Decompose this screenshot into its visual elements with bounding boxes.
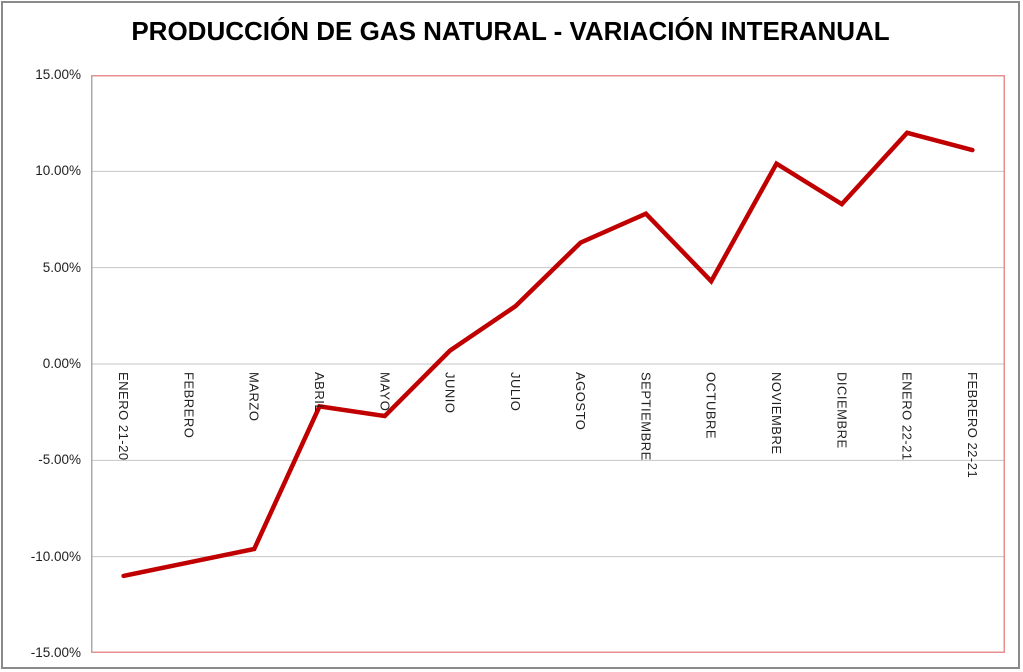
data-series-line [121, 130, 975, 579]
x-axis-category-label: JUNIO [442, 372, 458, 414]
x-axis-category-label: DICIEMBRE [834, 372, 850, 449]
y-axis-tick-label: -5.00% [38, 452, 81, 468]
y-axis-tick-label: 10.00% [35, 163, 81, 179]
x-axis-category-label: AGOSTO [573, 372, 589, 431]
x-axis-category-label: ENERO 21-20 [116, 372, 132, 461]
plot-border [91, 75, 1005, 653]
y-axis-tick-label: -10.00% [30, 548, 81, 564]
x-axis-category-label: ABRIL [312, 372, 327, 413]
line-chart-svg [91, 75, 1005, 653]
x-axis-category-label: ENERO 22-21 [899, 372, 915, 461]
x-axis-category-label: NOVIEMBRE [769, 372, 784, 455]
y-axis-tick-label: 0.00% [42, 356, 81, 371]
y-axis-tick-label: 15.00% [35, 67, 81, 82]
y-axis-tick-label: 5.00% [42, 259, 81, 275]
y-axis-tick-label: -15.00% [30, 645, 81, 660]
x-axis-category-label: JULIO [507, 372, 523, 412]
chart-title: PRODUCCIÓN DE GAS NATURAL - VARIACIÓN IN… [131, 16, 890, 46]
x-axis-category-label: OCTUBRE [703, 372, 719, 440]
x-axis-category-label: MAYO [377, 372, 393, 412]
x-axis-category-label: SEPTIEMBRE [638, 372, 654, 461]
x-axis-category-label: MARZO [246, 372, 262, 422]
x-axis-category-label: FEBRERO 22-21 [964, 372, 980, 479]
plot-area [91, 75, 1005, 653]
x-axis-category-label: FEBRERO [181, 372, 197, 439]
